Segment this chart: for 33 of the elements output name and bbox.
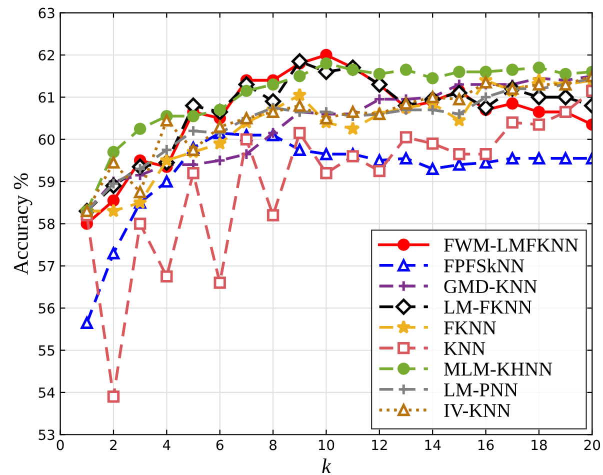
x-tick-label: 20 [584,440,600,450]
y-tick-label: 61 [38,92,54,103]
legend-label: GMD-KNN [444,280,538,294]
y-tick-label: 53 [38,430,54,440]
y-axis-title: Accuracy % [14,173,32,275]
legend-label: LM-PNN [444,383,518,396]
legend-label: FPFSkNN [444,258,524,272]
y-tick-label: 54 [38,388,55,398]
legend-label: IV-KNN [444,404,510,418]
legend-label: MLM-KHNN [444,362,552,376]
x-tick-label: 12 [372,440,387,450]
legend-label: FKNN [444,321,496,334]
x-tick-label: 8 [270,440,277,450]
x-tick-label: 10 [318,440,334,450]
y-tick-label: 57 [38,261,54,272]
y-tick-label: 55 [38,345,54,356]
y-tick-label: 59 [38,176,54,188]
x-tick-label: 14 [425,440,441,450]
x-tick-label: 6 [216,440,224,450]
y-tick-label: 60 [38,134,55,145]
x-tick-label: 16 [478,440,494,450]
y-tick-label: 56 [38,303,55,314]
y-tick-label: 58 [38,218,54,230]
x-tick-label: 2 [110,440,117,450]
legend-label: LM-FKNN [444,300,532,314]
x-tick-label: 4 [162,440,170,450]
x-tick-label: 18 [532,440,547,450]
x-axis-title: k [322,458,332,473]
y-tick-label: 62 [38,50,54,60]
x-tick-label: 0 [56,440,64,450]
legend-label: KNN [444,342,486,355]
y-tick-label: 63 [38,8,54,18]
legend-label: FWM-LMFKNN [444,238,578,252]
